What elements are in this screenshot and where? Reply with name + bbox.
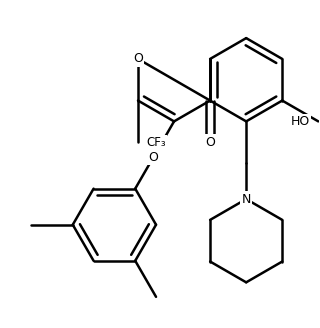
Text: O: O	[148, 151, 158, 164]
Text: CF₃: CF₃	[146, 136, 166, 149]
Text: N: N	[242, 193, 251, 206]
Text: HO: HO	[291, 115, 310, 128]
Text: O: O	[205, 136, 215, 149]
Text: O: O	[133, 52, 143, 65]
